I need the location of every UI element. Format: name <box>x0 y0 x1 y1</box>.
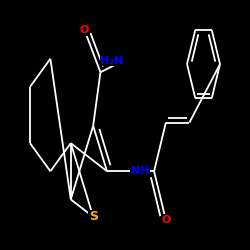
Text: S: S <box>89 210 98 223</box>
Text: NH: NH <box>130 166 149 176</box>
Text: H₂N: H₂N <box>100 56 124 66</box>
Text: O: O <box>80 26 89 36</box>
Text: O: O <box>161 215 170 225</box>
